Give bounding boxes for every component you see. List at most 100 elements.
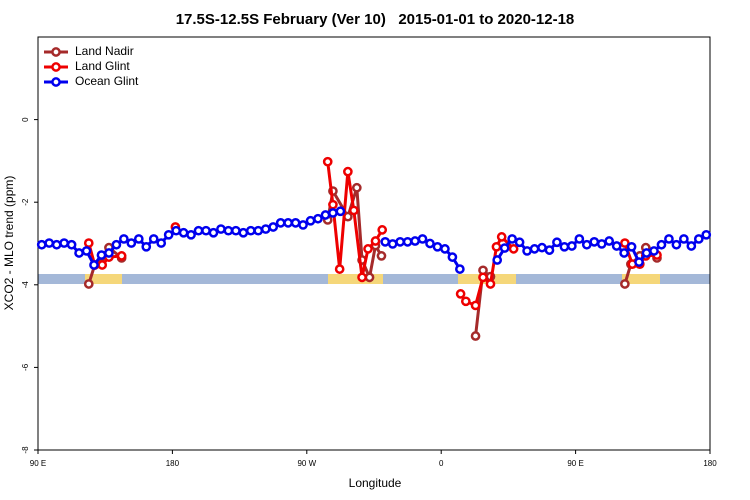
data-point <box>377 225 388 235</box>
data-point <box>402 236 413 247</box>
data-point <box>567 241 577 251</box>
data-point <box>36 239 47 250</box>
y-axis-label: XCO2 - MLO trend (ppm) <box>2 176 16 311</box>
data-point <box>298 220 308 230</box>
data-point <box>440 244 450 254</box>
data-point <box>322 156 333 167</box>
data-point <box>328 199 338 210</box>
data-point <box>370 236 381 246</box>
data-point <box>620 238 630 248</box>
data-point <box>589 236 600 247</box>
y-tick-label: -4 <box>21 281 30 289</box>
data-point <box>83 279 94 289</box>
data-point <box>83 238 94 248</box>
data-point <box>335 206 346 217</box>
data-point <box>508 244 519 254</box>
data-point <box>455 264 465 274</box>
legend-label: Land Nadir <box>75 44 134 58</box>
data-point <box>305 215 316 226</box>
land-band <box>85 274 122 284</box>
data-point <box>492 255 503 265</box>
data-point <box>44 238 55 248</box>
data-point <box>364 272 375 283</box>
data-point <box>425 238 435 249</box>
x-axis-label: Longitude <box>349 476 402 490</box>
data-point <box>376 251 387 261</box>
data-point <box>141 241 152 252</box>
data-point <box>208 227 219 238</box>
data-point <box>596 239 607 249</box>
data-point <box>478 272 488 283</box>
data-point <box>559 241 570 252</box>
data-point <box>544 245 555 255</box>
data-point <box>671 239 682 250</box>
legend-label: Land Glint <box>75 59 130 73</box>
legend-marker <box>51 62 61 72</box>
x-tick-label: 90 E <box>567 459 583 468</box>
data-point <box>552 237 562 248</box>
data-point <box>470 300 481 311</box>
legend-marker <box>51 47 61 57</box>
data-point <box>387 239 398 249</box>
data-point <box>507 234 517 244</box>
data-point <box>216 224 226 234</box>
data-point <box>97 260 108 270</box>
data-point <box>171 225 181 236</box>
x-tick-label: 180 <box>703 459 717 468</box>
data-point <box>491 241 502 252</box>
data-point <box>649 246 659 256</box>
data-point <box>253 225 264 236</box>
data-point <box>111 239 122 250</box>
data-point <box>626 241 637 252</box>
data-point <box>119 234 129 244</box>
data-point <box>619 248 629 258</box>
data-point <box>148 234 159 244</box>
y-tick-label: -2 <box>21 198 30 206</box>
data-point <box>363 244 373 254</box>
data-point <box>238 227 249 238</box>
data-point <box>395 236 405 247</box>
data-point <box>611 241 622 251</box>
x-tick-label: 90 E <box>30 459 46 468</box>
data-point <box>410 236 420 246</box>
data-point <box>334 264 345 274</box>
series-line <box>326 186 383 283</box>
data-point <box>417 234 428 244</box>
data-point <box>260 224 271 234</box>
data-point <box>447 252 458 262</box>
data-point <box>74 248 84 258</box>
data-point <box>693 234 704 244</box>
data-point <box>485 279 496 289</box>
data-point <box>133 234 144 244</box>
data-point <box>201 225 211 236</box>
land-band <box>328 274 383 284</box>
data-point <box>223 225 234 236</box>
data-point <box>59 238 69 248</box>
y-tick-label: -6 <box>21 363 30 371</box>
data-point <box>313 213 323 224</box>
legend-marker <box>51 77 61 87</box>
data-point <box>328 208 338 218</box>
data-point <box>357 272 367 283</box>
data-point <box>66 239 77 250</box>
data-point <box>193 225 204 236</box>
data-point <box>701 229 712 240</box>
data-point <box>104 248 114 258</box>
data-point <box>470 331 481 341</box>
data-point <box>283 218 293 228</box>
data-point <box>522 246 532 256</box>
data-point <box>686 241 697 251</box>
x-tick-label: 0 <box>439 459 444 468</box>
data-point <box>380 236 391 247</box>
data-point <box>89 260 99 270</box>
x-tick-label: 180 <box>166 459 180 468</box>
data-point <box>231 225 241 236</box>
data-point <box>496 232 507 242</box>
data-point <box>178 227 189 238</box>
data-point <box>96 250 107 260</box>
data-point <box>163 229 174 240</box>
data-point <box>634 257 644 267</box>
data-point <box>348 205 359 216</box>
data-point <box>529 244 540 254</box>
data-point <box>432 241 443 252</box>
